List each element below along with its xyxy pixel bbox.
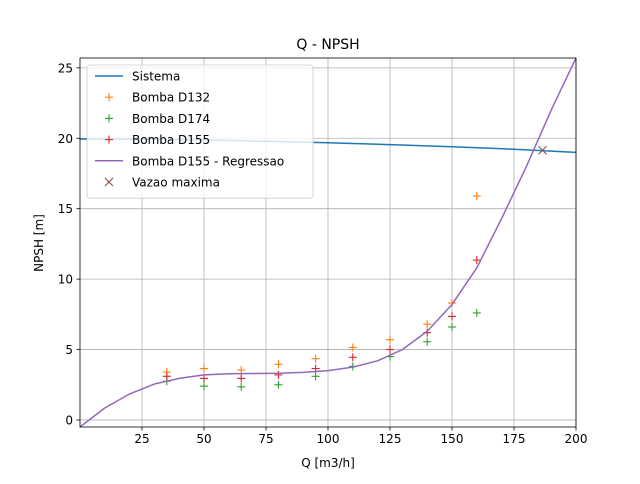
- legend-marker-swatch: [105, 93, 113, 102]
- y-axis-label: NPSH [m]: [32, 214, 46, 272]
- y-tick-label: 25: [58, 61, 73, 75]
- series-bomba-d155-point: [448, 312, 456, 321]
- series-bomba-d132-point: [348, 343, 357, 352]
- series-bomba-d174-point: [472, 308, 481, 317]
- legend-marker-swatch-b: [104, 177, 114, 187]
- y-tick-label: 10: [58, 273, 73, 287]
- x-axis-label: Q [m3/h]: [301, 456, 355, 470]
- legend-label: Sistema: [132, 70, 180, 84]
- series-bomba-d155-point: [472, 256, 481, 265]
- plot-area: [80, 58, 576, 427]
- y-tick-label: 20: [58, 132, 73, 146]
- x-tick-label: 150: [441, 432, 464, 446]
- legend: Sistema Bomba D132 Bomba D174 Bomba D155 Bom…: [86, 64, 314, 199]
- legend-label: Bomba D132: [132, 91, 210, 105]
- legend-marker-swatch: [105, 135, 113, 144]
- series-bomba-d132-point: [386, 335, 394, 344]
- legend-label: Vazao maxima: [132, 176, 220, 190]
- legend-marker-swatch: [104, 177, 114, 187]
- legend-item: Vazao maxima: [104, 176, 220, 190]
- x-tick-label: 200: [565, 432, 588, 446]
- legend-item: Bomba D132: [105, 91, 210, 105]
- x-tick-label: 75: [258, 432, 273, 446]
- series-bomba-d132-point: [274, 360, 283, 369]
- x-tick-label: 50: [196, 432, 211, 446]
- legend-label: Bomba D174: [132, 112, 210, 126]
- series-bomba-d132-point: [237, 365, 246, 374]
- x-tick-label: 175: [503, 432, 526, 446]
- legend-item: Bomba D155: [105, 133, 210, 147]
- series-bomba-d155-point: [386, 345, 394, 354]
- series-vazao-maxima-point-b: [538, 145, 547, 155]
- x-tick-label: 125: [379, 432, 402, 446]
- series-vazao-maxima-point: [538, 145, 547, 155]
- legend-box: [86, 64, 314, 199]
- series-bomba-d132-point: [472, 192, 481, 201]
- legend-item: Sistema: [95, 70, 180, 84]
- legend-item: Bomba D174: [105, 112, 210, 126]
- series-bomba-d132-point: [423, 320, 432, 329]
- series-bomba-d155-regressao-line: [80, 58, 576, 427]
- series-bomba-d155-point: [274, 370, 283, 379]
- chart-title: Q - NPSH: [296, 37, 359, 53]
- series-bomba-d174-point: [311, 372, 320, 381]
- ticks-layer: 25 50 75 100 125 150 175 200 0 5 10 15 20 25: [58, 61, 588, 446]
- y-tick-label: 0: [65, 413, 73, 427]
- series-bomba-d174-point: [237, 382, 246, 391]
- legend-label: Bomba D155: [132, 133, 210, 147]
- series-bomba-d174-point: [423, 337, 432, 346]
- x-tick-label: 25: [134, 432, 149, 446]
- series-bomba-d174-point: [200, 382, 208, 391]
- series-bomba-d132-point: [448, 299, 456, 308]
- series-bomba-d174-point: [448, 323, 456, 332]
- legend-marker-swatch: [105, 114, 113, 123]
- series-layer: [80, 58, 576, 427]
- series-bomba-d174-point: [274, 380, 283, 389]
- x-tick-label: 100: [317, 432, 340, 446]
- series-bomba-d132-point: [200, 364, 208, 373]
- y-tick-label: 15: [58, 202, 73, 216]
- legend-item: Bomba D155 - Regressao: [95, 154, 284, 168]
- series-bomba-d155-point: [162, 372, 171, 381]
- legend-label: Bomba D155 - Regressao: [132, 154, 284, 168]
- series-bomba-d155-point: [348, 353, 357, 362]
- series-bomba-d132-point: [311, 354, 320, 363]
- series-bomba-d155-point: [237, 374, 246, 383]
- y-tick-label: 5: [65, 343, 73, 357]
- series-bomba-d155-point: [200, 374, 208, 383]
